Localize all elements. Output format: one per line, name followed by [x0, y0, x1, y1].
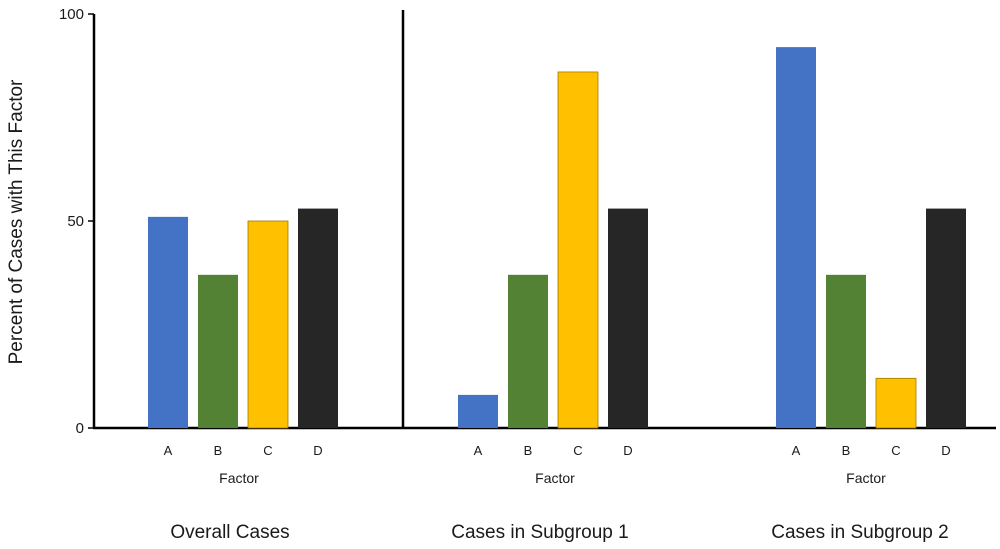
x-category-label: A	[164, 443, 173, 458]
y-axis-label: Percent of Cases with This Factor	[6, 79, 27, 364]
y-tick-label: 100	[59, 6, 84, 23]
bar-group-2-c	[557, 71, 599, 429]
bar-group-3-d	[926, 208, 966, 428]
group-title: Cases in Subgroup 2	[771, 522, 948, 543]
bar-group-2-d	[608, 208, 648, 428]
x-axis-label: Factor	[846, 470, 886, 486]
bar-group-3-c	[875, 377, 917, 429]
x-axis-label: Factor	[219, 470, 259, 486]
labels: A B C D Factor Overall Cases A B C D Factor Cases i…	[164, 443, 951, 543]
x-category-label: B	[842, 443, 851, 458]
bar-group-1-a	[148, 216, 188, 428]
group-title: Cases in Subgroup 1	[451, 522, 628, 543]
group-title: Overall Cases	[170, 522, 289, 543]
x-category-label: C	[263, 443, 272, 458]
x-category-label: A	[474, 443, 483, 458]
bar-group-1-d	[298, 208, 338, 428]
x-category-label: B	[214, 443, 223, 458]
x-category-label: D	[941, 443, 950, 458]
bar-group-3-b	[826, 274, 866, 428]
y-tick-label: 0	[76, 420, 84, 437]
x-category-label: D	[313, 443, 322, 458]
bar-group-2-b	[508, 274, 548, 428]
x-category-label: A	[792, 443, 801, 458]
bar-group-1-b	[198, 274, 238, 428]
bar-group-3-a	[776, 47, 816, 429]
bar-group-2-a	[458, 394, 498, 428]
x-category-label: D	[623, 443, 632, 458]
x-category-label: C	[573, 443, 582, 458]
y-ticks: 0 50 100	[59, 6, 94, 437]
x-category-label: B	[524, 443, 533, 458]
y-tick-label: 50	[67, 213, 84, 230]
x-axis-label: Factor	[535, 470, 575, 486]
bars	[148, 47, 966, 429]
x-category-label: C	[891, 443, 900, 458]
bar-group-1-c	[247, 220, 289, 429]
